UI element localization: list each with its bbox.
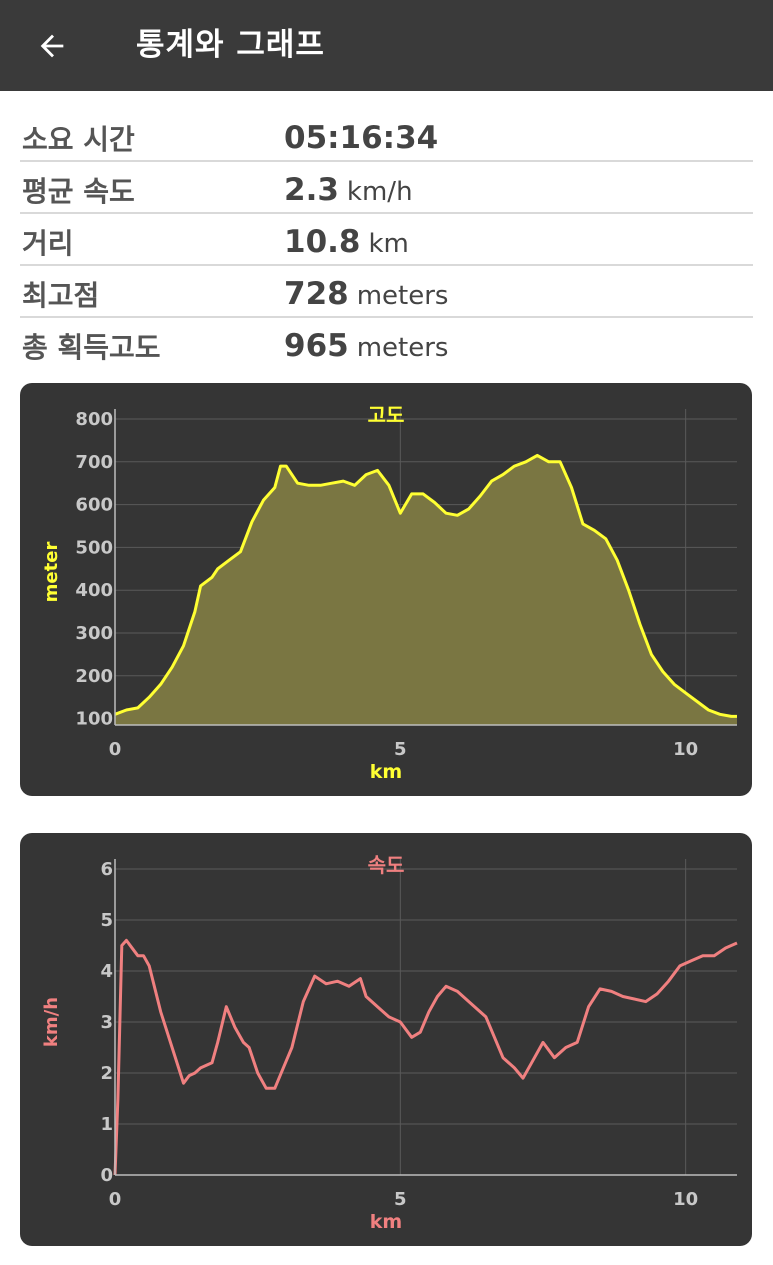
x-tick-label: 5 — [394, 739, 407, 760]
stat-label: 총 획득고도 — [22, 331, 161, 364]
stat-value: 05:16:34 — [284, 120, 446, 156]
y-tick-label: 800 — [75, 409, 113, 430]
x-tick-label: 0 — [109, 739, 122, 760]
y-tick-label: 6 — [100, 859, 113, 880]
y-tick-label: 3 — [100, 1012, 113, 1033]
stat-row-duration: 소요 시간 05:16:34 — [20, 110, 753, 162]
stat-label: 최고점 — [22, 279, 100, 312]
stat-unit: meters — [356, 281, 449, 311]
chart-title: 속도 — [368, 853, 405, 877]
stat-number: 05:16:34 — [284, 120, 439, 156]
stat-unit: meters — [356, 333, 449, 363]
y-tick-label: 700 — [75, 452, 113, 473]
series-line — [113, 938, 738, 1176]
stat-unit: km — [368, 229, 409, 259]
y-tick-label: 2 — [100, 1063, 113, 1084]
x-tick-label: 10 — [673, 1189, 698, 1210]
y-tick-label: 300 — [75, 623, 113, 644]
stat-row-avg-speed: 평균 속도 2.3 km/h — [20, 162, 753, 214]
stat-value: 10.8 km — [284, 224, 409, 260]
y-tick-label: 1 — [100, 1114, 113, 1135]
x-axis-label: km — [370, 761, 402, 783]
x-tick-label: 5 — [394, 1189, 407, 1210]
stat-value: 728 meters — [284, 276, 448, 312]
x-axis-label: km — [370, 1211, 402, 1233]
y-tick-label: 4 — [100, 961, 113, 982]
stat-label: 거리 — [22, 227, 74, 260]
stat-label: 평균 속도 — [22, 175, 135, 208]
altitude-chart: 800 700 600 500 400 300 200 100 0 5 10 고도 km meter — [41, 403, 737, 783]
y-tick-label: 600 — [75, 495, 113, 516]
y-tick-label: 5 — [100, 910, 113, 931]
speed-chart-card: 6 5 4 3 2 1 0 0 5 10 속도 km km/h — [20, 833, 752, 1246]
app-bar: 통계와 그래프 — [0, 0, 773, 91]
y-tick-label: 500 — [75, 537, 113, 558]
page-title: 통계와 그래프 — [136, 27, 325, 63]
stat-number: 965 — [284, 328, 349, 364]
arrow-left-icon — [40, 34, 64, 58]
stats-table: 소요 시간 05:16:34 평균 속도 2.3 km/h 거리 10.8 km 최… — [20, 110, 753, 368]
series-line — [114, 453, 737, 718]
stat-number: 2.3 — [284, 172, 339, 208]
back-button[interactable] — [26, 20, 78, 72]
chart-title: 고도 — [368, 403, 405, 427]
y-tick-label: 0 — [100, 1165, 113, 1186]
y-tick-label: 100 — [75, 709, 113, 730]
stat-unit: km/h — [346, 177, 413, 207]
stat-value: 965 meters — [284, 328, 448, 364]
y-tick-label: 400 — [75, 580, 113, 601]
stat-number: 10.8 — [284, 224, 361, 260]
stat-label: 소요 시간 — [22, 123, 135, 156]
stat-value: 2.3 km/h — [284, 172, 413, 208]
x-tick-label: 10 — [673, 739, 698, 760]
y-tick-label: 200 — [75, 666, 113, 687]
y-axis-label: meter — [41, 542, 62, 603]
stat-row-total-ascent: 총 획득고도 965 meters — [20, 318, 753, 368]
y-axis-label: km/h — [41, 997, 62, 1047]
stat-row-distance: 거리 10.8 km — [20, 214, 753, 266]
altitude-chart-card: 800 700 600 500 400 300 200 100 0 5 10 고도 km meter — [20, 383, 752, 796]
x-tick-label: 0 — [109, 1189, 122, 1210]
stat-row-max-altitude: 최고점 728 meters — [20, 266, 753, 318]
stat-number: 728 — [284, 276, 349, 312]
